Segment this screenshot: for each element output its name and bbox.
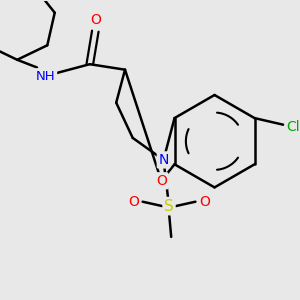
Text: O: O <box>199 195 210 209</box>
Text: O: O <box>128 195 139 209</box>
Text: N: N <box>158 153 169 167</box>
Text: S: S <box>164 199 174 214</box>
Text: NH: NH <box>36 70 56 83</box>
Text: O: O <box>156 174 167 188</box>
Text: Cl: Cl <box>286 120 300 134</box>
Text: O: O <box>90 13 101 27</box>
